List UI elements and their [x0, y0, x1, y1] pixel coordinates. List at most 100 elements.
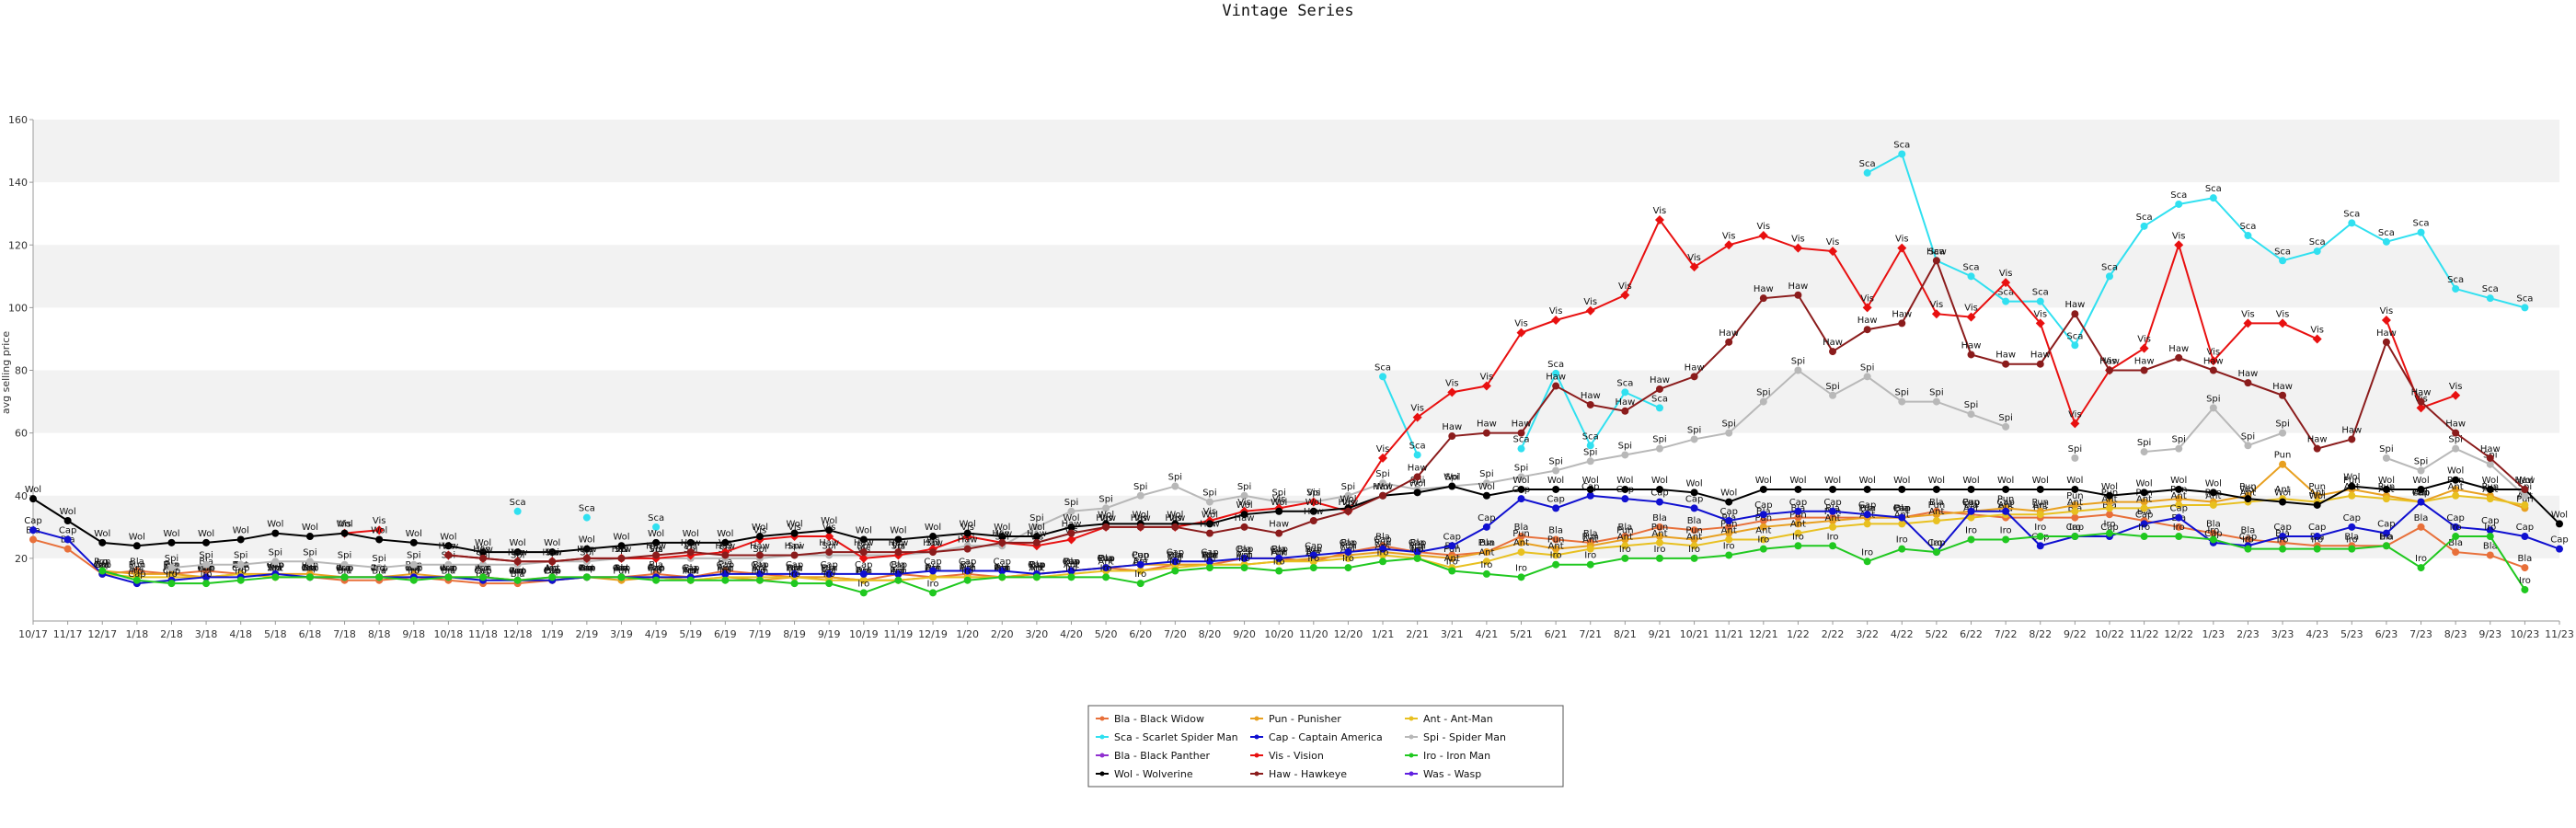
- data-label: Cap: [2135, 510, 2153, 520]
- data-label: Ant: [1651, 529, 1667, 539]
- data-point: [1759, 535, 1767, 544]
- data-label: Spi: [891, 541, 905, 551]
- data-label: Wol: [1582, 476, 1599, 486]
- data-point: [2174, 240, 2184, 250]
- data-point: [825, 548, 834, 557]
- data-point: [2244, 535, 2252, 544]
- data-point: [1862, 303, 1872, 313]
- data-label: Spi: [2414, 457, 2428, 467]
- y-tick-label: 120: [8, 239, 28, 251]
- data-point: [2071, 454, 2079, 462]
- data-label: Cap: [647, 563, 664, 573]
- data-label: Cap: [2273, 523, 2291, 533]
- data-label: Wol: [1720, 489, 1737, 499]
- data-label: Pun: [1478, 538, 1496, 548]
- data-label: Wol: [544, 538, 560, 548]
- data-point: [963, 567, 972, 575]
- data-label: Spi: [1687, 425, 1701, 435]
- data-point: [2348, 545, 2356, 553]
- x-tick-label: 3/19: [610, 628, 633, 640]
- data-point: [1413, 554, 1421, 562]
- data-label: Spi: [1756, 388, 1770, 398]
- data-point: [1967, 507, 1975, 515]
- data-label: Sca: [579, 504, 595, 514]
- data-point: [2209, 404, 2217, 412]
- x-tick-label: 3/22: [1856, 628, 1879, 640]
- data-label: Iro: [235, 567, 247, 577]
- series-line: [171, 369, 2007, 569]
- data-label: Bla: [1617, 523, 1632, 533]
- data-label: Cap: [890, 560, 907, 570]
- data-point: [2002, 297, 2010, 305]
- data-point: [1655, 404, 1663, 412]
- data-label: Sca: [2239, 222, 2256, 232]
- legend-label: Sca - Scarlet Spider Man: [1114, 731, 1238, 743]
- legend-item: Haw - Hawkeye: [1250, 768, 1347, 780]
- data-label: Haw: [715, 541, 735, 551]
- legend-swatch-marker: [1409, 734, 1414, 740]
- data-label: Haw: [508, 547, 528, 558]
- data-label: Cap: [93, 560, 110, 570]
- data-label: Wol: [579, 535, 595, 546]
- data-label: Spi: [407, 551, 420, 561]
- data-point: [202, 538, 211, 546]
- data-point: [2105, 511, 2113, 519]
- data-point: [1655, 533, 1663, 541]
- data-label: Pun: [1651, 523, 1669, 533]
- data-label: Iro: [1307, 554, 1319, 564]
- data-label: Iro: [927, 579, 939, 589]
- data-point: [2175, 353, 2183, 362]
- data-label: Spi: [303, 547, 316, 558]
- data-point: [2105, 366, 2113, 374]
- legend-label: Spi - Spider Man: [1423, 731, 1506, 743]
- data-label: Bla: [407, 563, 421, 573]
- data-label: Vis: [1410, 404, 1424, 414]
- data-point: [755, 533, 764, 541]
- data-label: Cap: [820, 560, 837, 570]
- data-point: [1413, 451, 1421, 459]
- data-label: Iro: [97, 558, 109, 568]
- data-label: Vis: [2276, 309, 2290, 319]
- data-point: [409, 576, 418, 584]
- data-label: Bla: [1341, 538, 1356, 548]
- data-label: Spi: [165, 554, 178, 564]
- data-point: [305, 533, 314, 541]
- data-point: [1413, 473, 1421, 481]
- data-point: [1725, 551, 1733, 559]
- data-label: Sca: [1513, 435, 1530, 445]
- data-label: Haw: [1823, 338, 1843, 348]
- data-label: Spi: [615, 545, 628, 555]
- data-label: Vis: [1099, 513, 1113, 523]
- data-point: [1552, 485, 1560, 493]
- data-point: [2105, 272, 2113, 281]
- data-point: [929, 533, 937, 541]
- data-point: [2486, 454, 2494, 462]
- data-label: Cap: [1236, 545, 1253, 555]
- data-label: Pun: [198, 563, 215, 573]
- data-point: [1725, 517, 1733, 524]
- data-label: Cap: [2308, 523, 2326, 533]
- data-point: [1448, 432, 1456, 441]
- data-label: Wol: [2447, 466, 2464, 477]
- series-line: [344, 529, 380, 535]
- data-label: Haw: [1961, 340, 1982, 351]
- data-label: Ant: [2067, 498, 2083, 508]
- data-label: Vis: [1514, 319, 1528, 329]
- data-label: Haw: [2514, 476, 2535, 486]
- data-label: Ant: [2171, 491, 2187, 501]
- data-point: [2313, 247, 2321, 256]
- data-label: Iro: [1065, 563, 1077, 573]
- data-label: Bla: [1098, 554, 1113, 564]
- data-label: Iro: [1030, 563, 1042, 573]
- x-tick-label: 8/23: [2444, 628, 2467, 640]
- data-point: [1725, 535, 1733, 544]
- series-10: Haw Haw Haw Haw Haw Haw Haw Haw Haw Haw Haw Haw Haw H…: [438, 247, 2535, 566]
- x-tick-label: 10/17: [18, 628, 48, 640]
- data-label: Vis: [1272, 494, 1286, 504]
- data-label: Pun: [1720, 520, 1738, 530]
- data-point: [1379, 551, 1387, 559]
- data-point: [1932, 257, 1940, 265]
- data-label: Spi: [1341, 482, 1355, 492]
- data-point: [1725, 429, 1733, 437]
- data-point: [582, 545, 591, 553]
